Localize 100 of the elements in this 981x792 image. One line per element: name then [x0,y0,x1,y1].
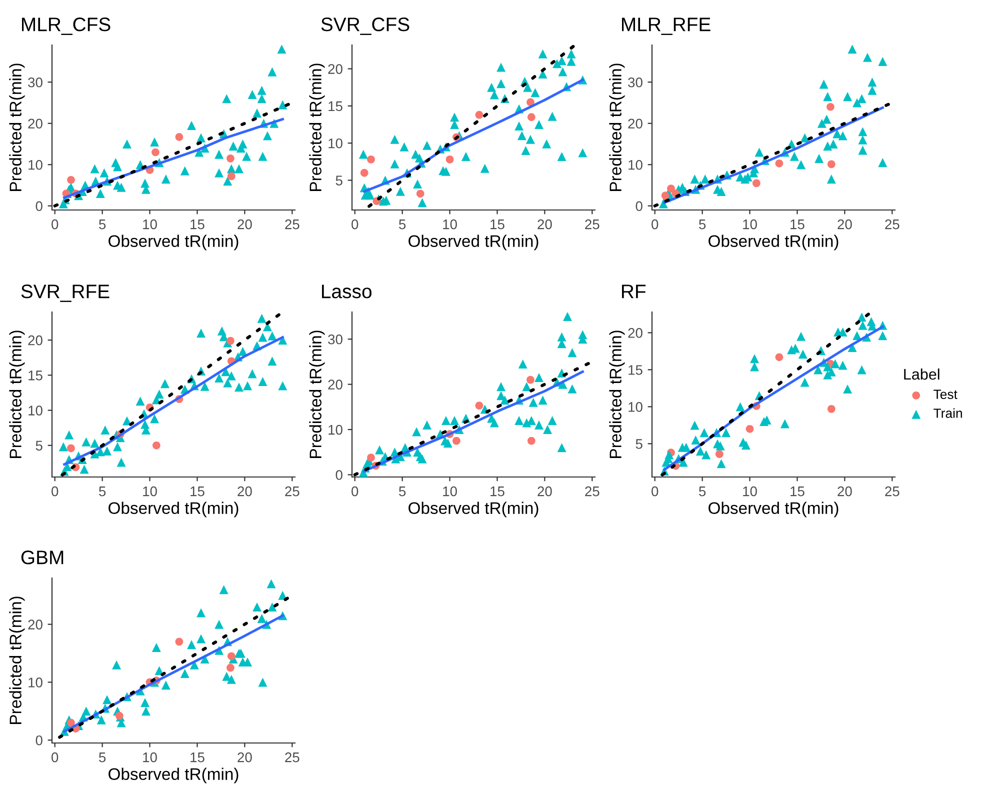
y-tick-label: 20 [328,380,342,390]
point [526,98,534,106]
point [487,82,496,92]
point [161,174,170,184]
y-tick-label: 5 [36,440,42,451]
x-tick-label: 0 [652,486,658,496]
point [538,396,548,405]
point [475,402,484,410]
x-tick-label: 25 [885,486,900,496]
point [527,113,536,122]
point [530,88,540,98]
y-tick-label: 10 [628,402,642,412]
point [122,416,132,426]
point [557,152,566,161]
point [258,377,268,386]
point [180,669,190,678]
y-tick-label: 20 [628,118,642,129]
point [741,440,750,450]
point [262,131,272,140]
point [441,416,450,425]
x-tick-label: 15 [490,486,504,496]
legend-title: Label [904,368,940,380]
point [780,419,790,428]
x-tick-label: 20 [238,219,252,230]
point [843,92,852,102]
point [258,152,268,161]
point [443,438,452,448]
point [67,444,75,452]
point [480,164,490,173]
y-tick-label: 15 [328,101,342,112]
x-tick-label: 5 [99,486,106,496]
point [112,660,122,670]
x-tick-label: 20 [538,219,552,230]
point [64,430,74,440]
point [496,382,506,392]
y-tick-label: 0 [36,201,42,212]
point [690,420,700,430]
x-tick-label: 25 [585,486,600,496]
x-tick-label: 15 [490,220,504,230]
x-tick-label: 0 [52,752,58,762]
y-tick-label: 30 [28,77,42,88]
point [562,312,572,322]
y-tick-label: 20 [328,64,342,74]
point [278,381,288,390]
point [664,450,674,460]
point [796,160,806,170]
point [223,176,232,186]
x-tick-label: 25 [285,486,300,496]
y-tick-label: 30 [628,77,642,88]
point [96,715,106,724]
y-axis-title: Predicted tR(min) [9,596,25,724]
point [521,146,530,156]
point [268,67,277,76]
point [843,384,852,394]
point [878,331,888,340]
x-tick-label: 10 [443,486,457,496]
point [696,446,705,456]
point [152,441,160,450]
y-axis-title: Predicted tR(min) [309,64,325,191]
point [722,428,731,438]
point [416,190,424,198]
point [141,706,150,716]
point [367,454,375,462]
y-tick-label: 0 [36,735,42,746]
point [196,634,206,644]
point [226,336,234,345]
point [219,585,228,594]
point [116,458,126,467]
point [578,148,588,158]
point [390,159,400,168]
point [243,381,252,390]
y-tick-label: 10 [28,160,42,170]
point [857,94,866,104]
chart-title: SVR_CFS [321,18,410,35]
point [817,118,826,128]
point [100,425,110,434]
point [268,331,277,340]
point [228,142,238,151]
y-tick-label: 0 [636,201,642,212]
point [682,442,691,452]
point [366,190,375,200]
y-tick-label: 5 [636,439,642,449]
point [517,131,526,140]
point [187,120,196,130]
point [277,45,286,54]
point [826,102,834,111]
x-tick-label: 15 [190,486,204,496]
y-tick-label: 5 [336,176,342,186]
point [852,98,862,108]
point [187,640,196,650]
point [826,174,836,184]
point [518,359,528,368]
point [702,450,711,460]
x-tick-label: 15 [190,752,204,762]
point [528,398,538,407]
point [190,660,199,670]
point [496,62,506,72]
point [140,178,150,188]
point [667,184,675,192]
point [858,127,868,136]
